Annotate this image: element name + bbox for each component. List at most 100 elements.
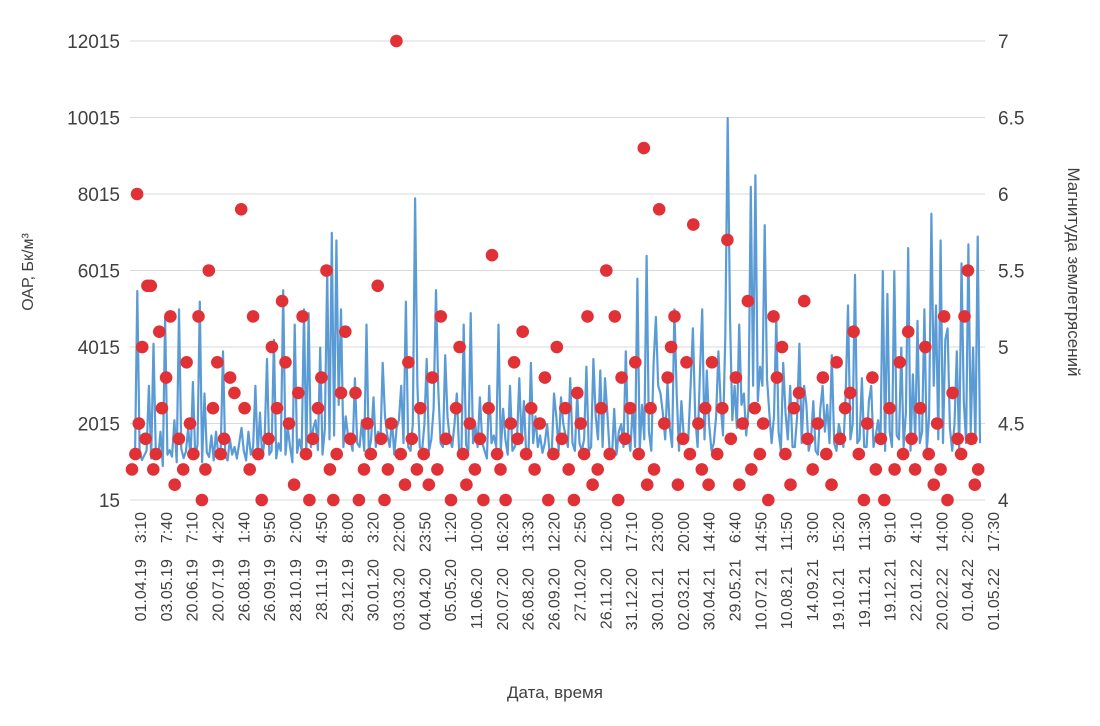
magnitude-point <box>315 371 328 384</box>
magnitude-point <box>211 356 224 369</box>
magnitude-point <box>797 294 811 308</box>
magnitude-point <box>664 340 678 354</box>
magnitude-point <box>292 386 305 400</box>
magnitude-point <box>632 447 645 461</box>
magnitude-point <box>555 432 569 446</box>
magnitude-point <box>199 463 212 476</box>
x-tick-label: 30.01.21 23:00 <box>650 512 667 630</box>
magnitude-point <box>516 325 529 339</box>
magnitude-point <box>770 371 784 384</box>
magnitude-point <box>857 493 871 507</box>
magnitude-point <box>668 310 681 323</box>
x-tick-label: 14.09.21 3:00 <box>805 512 822 622</box>
y-left-tick-label: 6015 <box>78 262 120 283</box>
magnitude-point <box>538 371 552 384</box>
magnitude-point <box>762 493 775 507</box>
magnitude-point <box>144 279 158 293</box>
magnitude-point <box>187 447 200 461</box>
magnitude-point <box>644 401 657 415</box>
magnitude-point <box>511 432 524 446</box>
magnitude-point <box>159 371 173 384</box>
magnitude-point <box>608 310 622 323</box>
magnitude-point <box>147 463 160 476</box>
magnitude-point <box>153 325 166 339</box>
magnitude-point <box>139 432 152 446</box>
magnitude-point <box>477 493 490 507</box>
magnitude-point <box>893 356 906 369</box>
magnitude-point <box>327 493 340 507</box>
magnitude-point <box>275 294 289 308</box>
magnitude-point <box>504 417 517 430</box>
magnitude-point <box>874 432 888 446</box>
magnitude-point <box>896 447 910 461</box>
magnitude-point <box>581 310 594 323</box>
magnitude-point <box>567 493 581 507</box>
y-right-tick-label: 6.5 <box>998 109 1024 130</box>
magnitude-point <box>927 478 941 492</box>
magnitude-point <box>611 493 625 507</box>
magnitude-point <box>238 401 251 415</box>
magnitude-point <box>640 478 654 492</box>
magnitude-point <box>603 447 616 461</box>
magnitude-point <box>908 463 922 476</box>
magnitude-point <box>600 264 613 277</box>
x-tick-label: 10.07.21 14:50 <box>753 512 770 630</box>
magnitude-point <box>888 463 901 476</box>
magnitude-point <box>594 401 608 415</box>
x-tick-label: 05.05.20 1:20 <box>443 512 460 622</box>
magnitude-point <box>374 432 388 446</box>
magnitude-point <box>792 386 806 400</box>
y-right-tick-label: 6 <box>998 185 1009 206</box>
x-tick-label: 29.05.21 6:40 <box>728 512 745 622</box>
magnitude-point <box>357 463 371 476</box>
magnitude-point <box>349 386 362 400</box>
magnitude-point <box>946 386 959 400</box>
magnitude-point <box>132 417 146 430</box>
magnitude-point <box>176 463 190 476</box>
magnitude-point <box>468 463 482 476</box>
x-tick-label: 26.08.19 1:40 <box>236 512 253 622</box>
magnitude-point <box>756 417 770 430</box>
magnitude-point <box>658 417 671 430</box>
magnitude-point <box>550 340 564 354</box>
magnitude-point <box>676 432 690 446</box>
magnitude-point <box>591 463 604 476</box>
x-tick-label: 30.04.21 14:40 <box>702 512 719 630</box>
x-tick-label: 29.12.19 8:00 <box>340 512 357 622</box>
magnitude-point <box>775 340 789 354</box>
magnitude-point <box>562 463 575 476</box>
magnitude-point <box>533 417 546 430</box>
magnitude-point <box>183 417 197 430</box>
x-tick-label: 20.07.20 16:20 <box>495 512 512 630</box>
magnitude-point <box>816 371 830 384</box>
x-tick-label: 20.06.19 7:10 <box>185 512 202 622</box>
magnitude-point <box>164 310 177 323</box>
magnitude-point <box>838 401 852 415</box>
y-left-tick-label: 12015 <box>67 32 120 53</box>
magnitude-point <box>618 432 632 446</box>
magnitude-point <box>255 493 268 507</box>
magnitude-point <box>206 401 220 415</box>
magnitude-point <box>192 310 205 323</box>
magnitude-point <box>721 233 734 247</box>
magnitude-point <box>303 493 316 507</box>
magnitude-point <box>449 401 463 415</box>
magnitude-point <box>913 401 927 415</box>
magnitude-point <box>961 264 975 277</box>
magnitude-point <box>878 493 891 507</box>
magnitude-point <box>866 371 879 384</box>
magnitude-point <box>767 310 780 323</box>
magnitude-point <box>547 447 560 461</box>
x-tick-label: 28.10.19 2:00 <box>288 512 305 622</box>
magnitude-point <box>364 447 378 461</box>
magnitude-point <box>270 401 284 415</box>
y-right-tick-label: 4.5 <box>998 415 1024 436</box>
radon-line <box>133 116 982 468</box>
magnitude-point <box>692 417 705 430</box>
magnitude-point <box>320 264 333 277</box>
x-tick-label: 20.07.19 4:20 <box>211 512 228 622</box>
magnitude-point <box>282 417 296 430</box>
magnitude-point <box>702 478 715 492</box>
magnitude-point <box>930 417 944 430</box>
magnitude-point <box>577 447 591 461</box>
